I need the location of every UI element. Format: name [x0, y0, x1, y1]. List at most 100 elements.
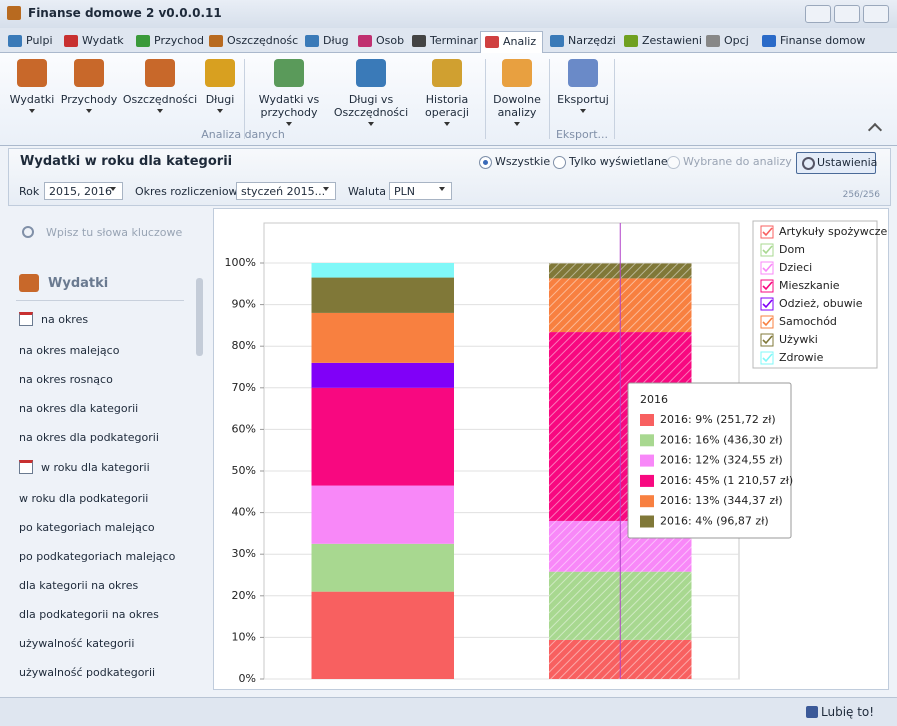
tab[interactable]: Zestawieni — [620, 31, 702, 52]
tooltip-item: 2016: 9% (251,72 zł) — [660, 413, 776, 426]
filter-select[interactable]: styczeń 2015... — [236, 182, 336, 200]
dropdown-arrow — [514, 122, 520, 126]
report-link[interactable]: na okres dla podkategorii — [19, 431, 159, 444]
legend-checkbox — [760, 315, 774, 329]
radio-button[interactable] — [479, 156, 492, 169]
tab-bar: Pulpi Wydatk Przychod Oszczędnośc Dług Osob Te… — [0, 28, 897, 53]
ribbon-label: Wydatki — [9, 93, 55, 106]
tab-label: Oszczędnośc — [227, 34, 299, 47]
legend-label: Dom — [779, 243, 805, 256]
minimize-button[interactable] — [805, 5, 831, 23]
report-link[interactable]: używalność kategorii — [19, 637, 135, 650]
filter-select[interactable]: PLN — [389, 182, 452, 200]
tab-icon — [624, 35, 638, 47]
tooltip-title: 2016 — [640, 393, 668, 406]
tooltip-item: 2016: 13% (344,37 zł) — [660, 494, 783, 507]
tab[interactable]: Terminar — [408, 31, 478, 52]
search-input[interactable]: Wpisz tu słowa kluczowe — [46, 226, 183, 239]
ribbon-button[interactable]: Eksportuj — [543, 57, 623, 113]
tab-icon — [550, 35, 564, 47]
sidebar: Wpisz tu słowa kluczowe Wydatki na okres na… — [8, 208, 206, 690]
y-tick-label: 90% — [232, 298, 256, 311]
tab[interactable]: Dług — [301, 31, 349, 52]
like-link[interactable]: Lubię to! — [821, 705, 875, 719]
section-divider — [16, 300, 184, 301]
radio-button[interactable] — [553, 156, 566, 169]
dropdown-arrow — [110, 187, 116, 191]
settings-button[interactable]: Ustawienia — [796, 152, 877, 174]
tooltip-item: 2016: 12% (324,55 zł) — [660, 454, 783, 467]
ribbon-button[interactable]: Oszczędności — [120, 57, 200, 113]
dropdown-arrow — [444, 122, 450, 126]
scrollbar-thumb[interactable] — [196, 278, 203, 356]
tab-label: Wydatk — [82, 34, 124, 47]
tooltip-item: 2016: 16% (436,30 zł) — [660, 433, 783, 446]
report-link[interactable]: w roku dla kategorii — [41, 461, 150, 474]
legend-label: Samochód — [779, 315, 837, 328]
ribbon: Wydatki Przychody Oszczędności Długi Wydatki… — [0, 53, 897, 146]
ribbon-icon — [432, 59, 462, 87]
bar-segment — [311, 312, 454, 363]
y-tick-label: 0% — [239, 672, 256, 685]
bar-segment — [311, 263, 454, 278]
tab[interactable]: Wydatk — [60, 31, 124, 52]
filter-label: Okres rozliczeniowy — [135, 185, 245, 198]
ribbon-button[interactable]: Historia operacji — [407, 57, 487, 126]
ribbon-button[interactable]: Przychody — [49, 57, 129, 113]
radio-label: Wybrane do analizy — [683, 155, 792, 168]
report-link[interactable]: dla podkategorii na okres — [19, 608, 159, 621]
dropdown-arrow — [157, 109, 163, 113]
legend-check — [762, 353, 773, 363]
bar-segment — [311, 591, 454, 679]
tab[interactable]: Finanse domow — [758, 31, 865, 52]
y-tick-label: 20% — [232, 589, 256, 602]
tab[interactable]: Opcj — [702, 31, 749, 52]
ribbon-button[interactable]: Długi — [180, 57, 260, 113]
tab[interactable]: Pulpi — [4, 31, 53, 52]
calendar-icon — [19, 460, 33, 474]
radio-button — [667, 156, 680, 169]
tab-label: Narzędzi — [568, 34, 616, 47]
tab[interactable]: Oszczędnośc — [205, 31, 298, 52]
legend-box — [752, 220, 878, 369]
report-link[interactable]: używalność podkategorii — [19, 666, 156, 679]
legend-checkbox — [760, 351, 774, 365]
filter-select[interactable]: 2015, 2016 — [44, 182, 123, 200]
calendar-icon — [19, 312, 33, 326]
report-link[interactable]: dla kategorii na okres — [19, 579, 139, 592]
legend-label: Zdrowie — [779, 351, 824, 364]
maximize-button[interactable] — [834, 5, 860, 23]
report-link[interactable]: na okres malejąco — [19, 344, 120, 357]
ribbon-button[interactable]: Wydatki vs przychody — [249, 57, 329, 126]
search-icon — [22, 226, 34, 238]
separator — [549, 59, 550, 139]
ribbon-button[interactable]: Wydatki — [0, 57, 72, 113]
tab[interactable]: Analiz — [480, 31, 544, 53]
tab[interactable]: Narzędzi — [546, 31, 616, 52]
legend-check — [762, 227, 773, 237]
title-bar: Finanse domowe 2 v0.0.0.11 — [0, 0, 897, 28]
tab[interactable]: Przychod — [132, 31, 204, 52]
tab-icon — [64, 35, 78, 47]
tooltip-box — [627, 382, 792, 539]
tab[interactable]: Osob — [354, 31, 404, 52]
ribbon-button[interactable]: Dowolne analizy — [477, 57, 557, 126]
report-link[interactable]: po kategoriach malejąco — [19, 521, 155, 534]
tooltip: 2016 2016: 9% (251,72 zł) 2016: 16% (436,3… — [627, 382, 793, 539]
filter-value: PLN — [394, 185, 415, 198]
tab-icon — [305, 35, 319, 47]
report-link[interactable]: na okres rosnąco — [19, 373, 113, 386]
ribbon-button[interactable]: Długi vs Oszczędności — [331, 57, 411, 126]
report-link[interactable]: na okres — [41, 313, 89, 326]
tooltip-swatch — [640, 414, 654, 426]
collapse-ribbon[interactable] — [867, 122, 883, 138]
close-button[interactable] — [863, 5, 889, 23]
report-link[interactable]: po podkategoriach malejąco — [19, 550, 176, 563]
group-label: Eksport... — [555, 128, 609, 141]
report-link[interactable]: na okres dla kategorii — [19, 402, 139, 415]
report-link[interactable]: w roku dla podkategorii — [19, 492, 149, 505]
tab-icon — [8, 35, 22, 47]
bar-segment — [311, 543, 454, 592]
ribbon-label: Dowolne analizy — [493, 93, 541, 119]
